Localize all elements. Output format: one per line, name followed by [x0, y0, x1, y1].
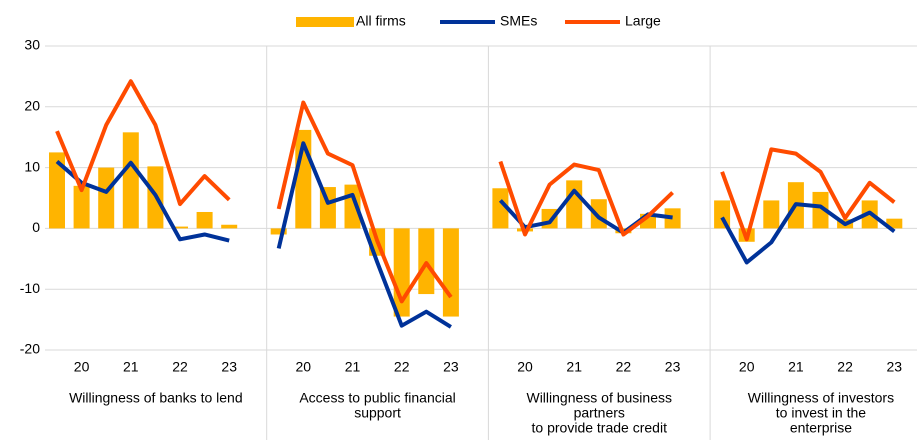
line — [720, 147, 896, 242]
x-tick-label: 20 — [739, 359, 755, 375]
panel-title: enterprise — [790, 420, 852, 436]
x-tick-label: 23 — [887, 359, 903, 375]
bar — [812, 191, 829, 229]
bar — [172, 226, 188, 229]
panel-title: to invest in the — [776, 405, 866, 421]
panel-title: to provide trade credit — [532, 420, 668, 436]
x-tick-label: 22 — [172, 359, 188, 375]
bar — [221, 224, 238, 229]
x-tick-label: 23 — [665, 359, 681, 375]
panel-title: Access to public financial — [299, 390, 455, 406]
panel-title: Willingness of banks to lend — [69, 390, 243, 406]
y-tick-label: 30 — [24, 37, 40, 53]
panel-title: Willingness of business — [526, 390, 672, 406]
x-tick-label: 23 — [443, 359, 459, 375]
line — [720, 202, 896, 265]
x-tick-label: 21 — [788, 359, 804, 375]
legend-swatch — [296, 17, 354, 27]
panel-title: Willingness of investors — [748, 390, 894, 406]
panel-title: partners — [574, 405, 625, 421]
line — [276, 141, 452, 329]
bar — [566, 180, 583, 229]
line — [498, 160, 674, 237]
bar — [664, 208, 681, 229]
line — [55, 79, 231, 207]
legend-label: SMEs — [500, 13, 537, 29]
y-tick-label: -20 — [20, 341, 40, 357]
x-tick-label: 21 — [566, 359, 582, 375]
y-tick-label: 20 — [24, 98, 40, 114]
legend-label: Large — [625, 13, 661, 29]
bar — [73, 185, 90, 229]
x-tick-label: 22 — [837, 359, 853, 375]
bar — [492, 188, 509, 229]
x-tick-label: 20 — [517, 359, 533, 375]
y-tick-label: 10 — [24, 158, 40, 174]
line — [276, 100, 453, 304]
bar — [49, 152, 65, 229]
bar — [270, 228, 287, 235]
bar — [541, 208, 558, 229]
x-tick-label: 21 — [345, 359, 361, 375]
y-tick-label: -10 — [20, 280, 40, 296]
bar — [886, 218, 903, 229]
y-tick-label: 0 — [32, 219, 40, 235]
x-tick-label: 20 — [74, 359, 90, 375]
bar — [196, 211, 213, 229]
x-tick-label: 21 — [123, 359, 139, 375]
x-tick-label: 20 — [296, 359, 312, 375]
bar — [98, 167, 115, 229]
bar — [763, 200, 780, 229]
legend-label: All firms — [356, 13, 406, 29]
bar — [442, 228, 459, 317]
x-tick-label: 22 — [616, 359, 632, 375]
x-tick-label: 22 — [394, 359, 410, 375]
x-tick-label: 23 — [221, 359, 237, 375]
bar — [122, 132, 139, 229]
panel-title: support — [354, 405, 401, 421]
